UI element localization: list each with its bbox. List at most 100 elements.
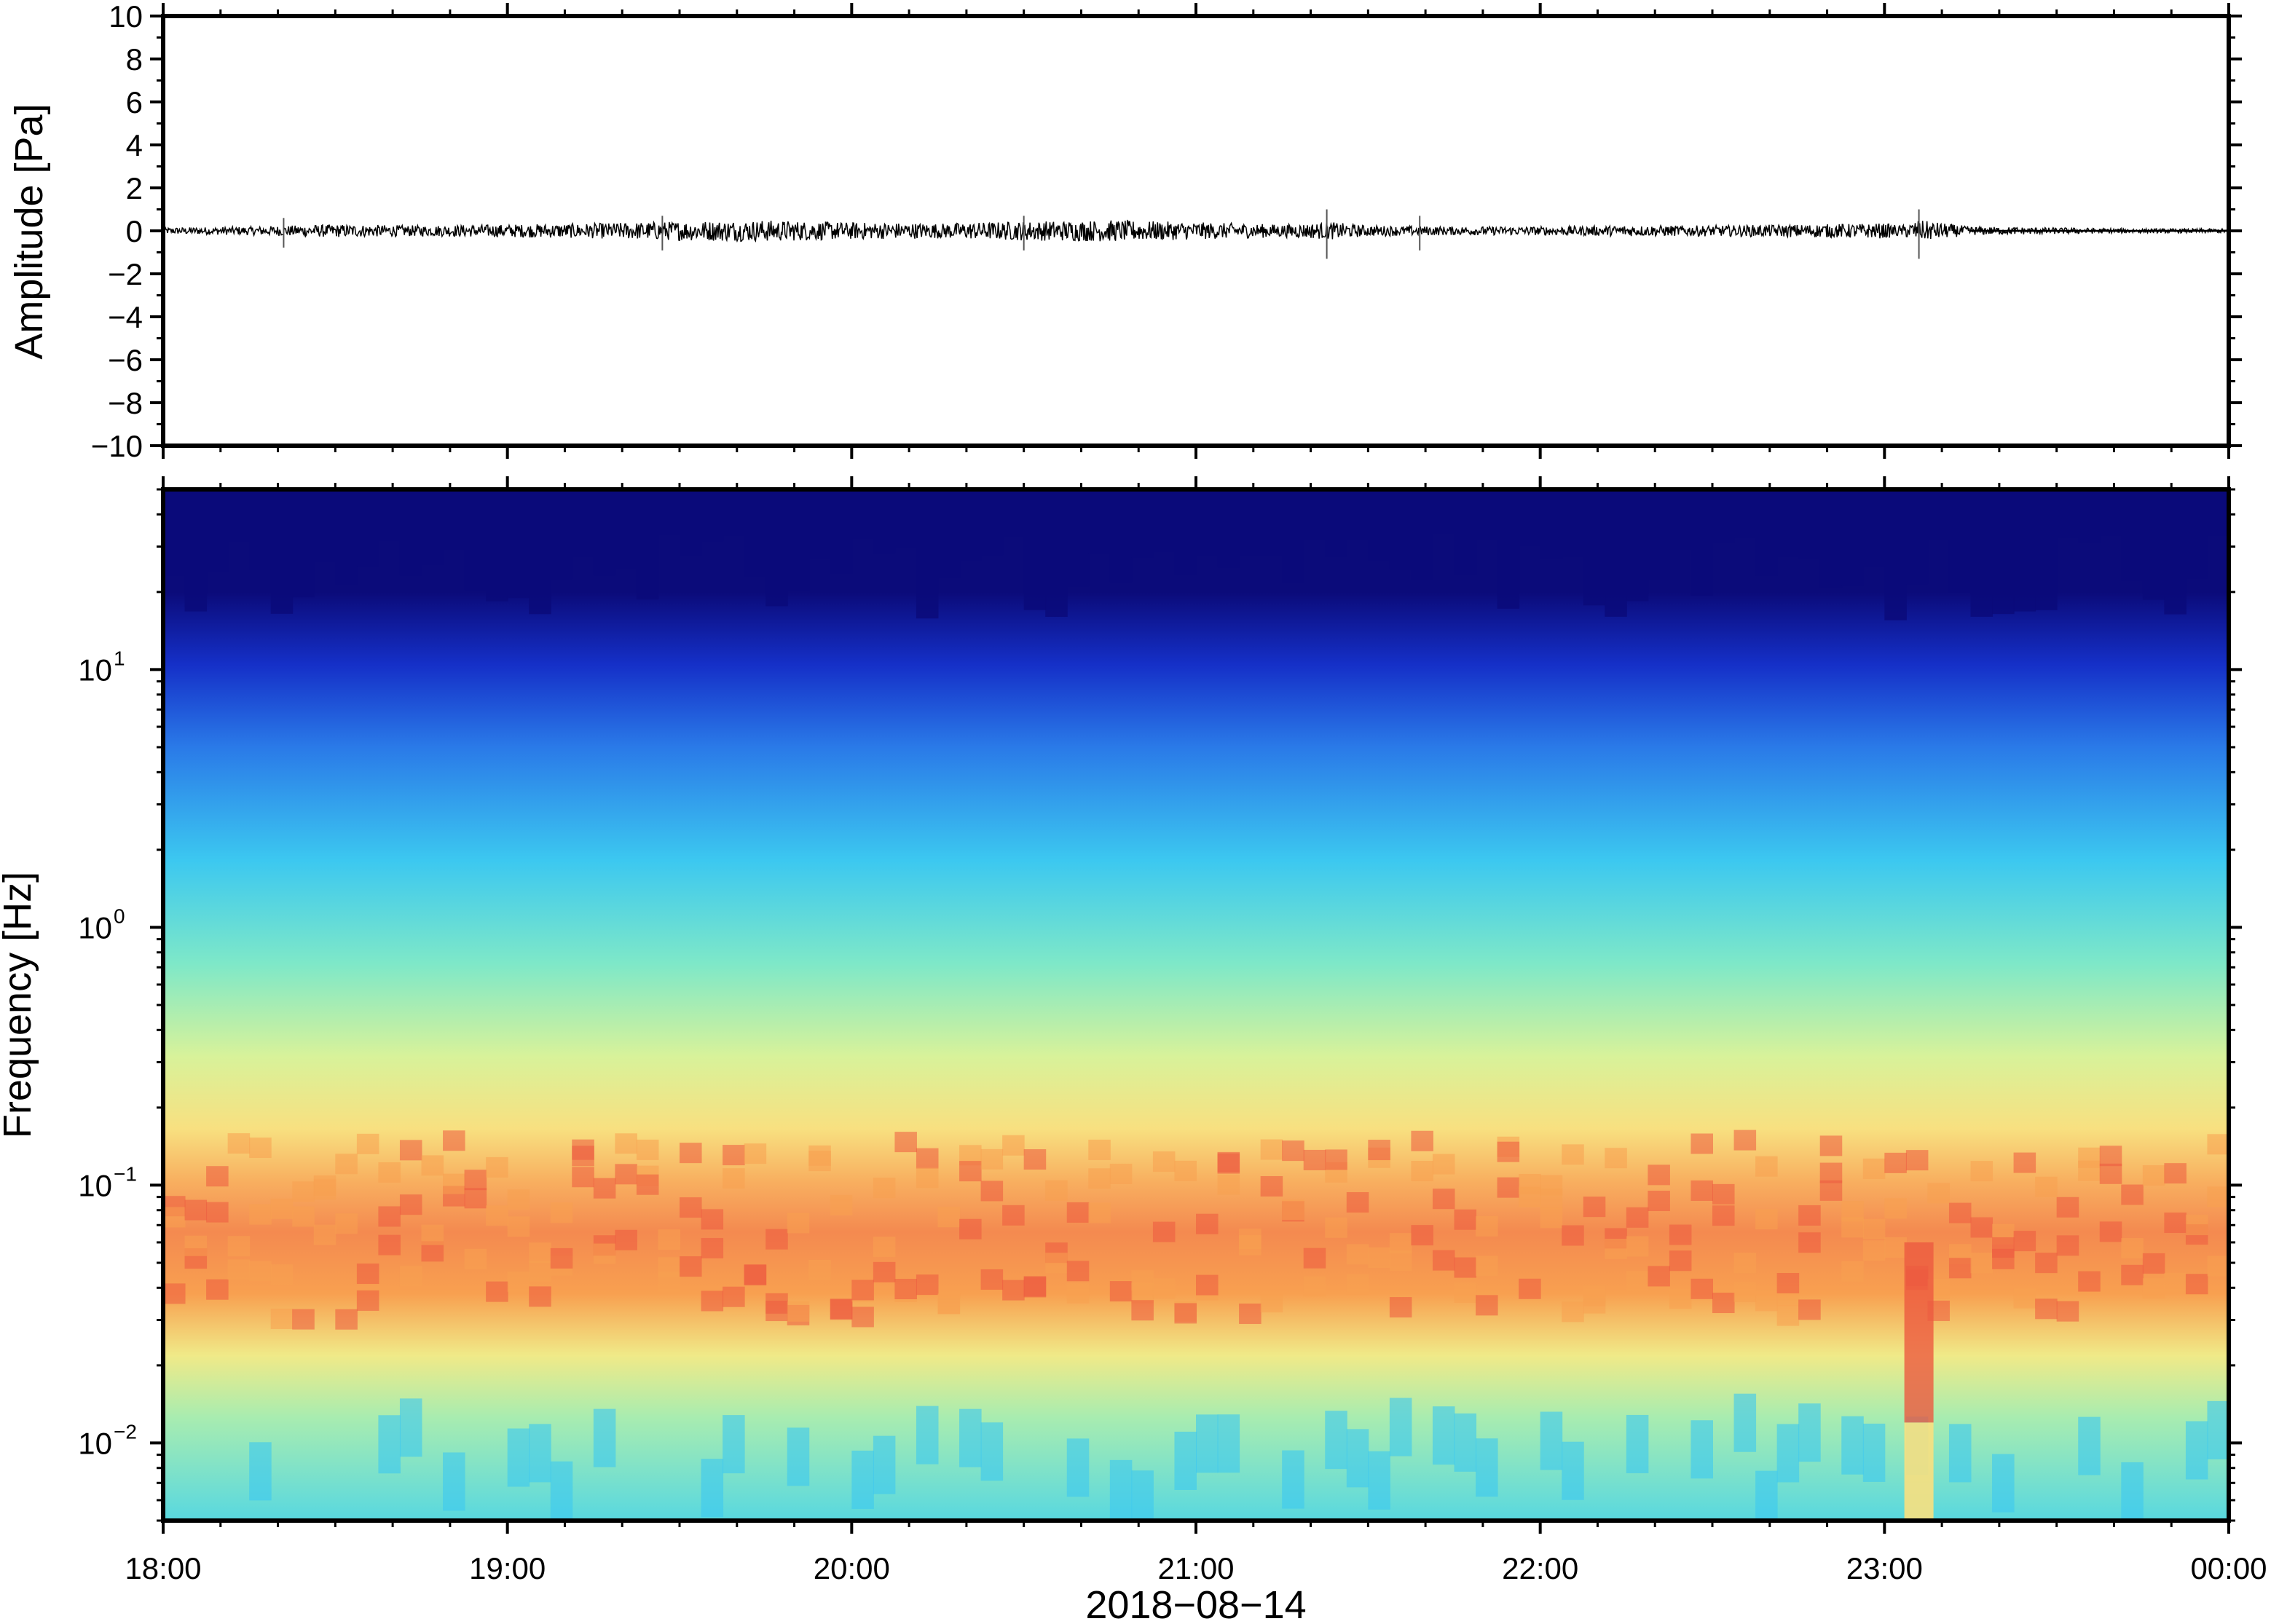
spectrogram-cell <box>399 1140 422 1161</box>
spectrogram-cell <box>378 489 401 541</box>
spectrogram-cell <box>1927 489 1950 540</box>
spectrogram-cell <box>507 489 530 599</box>
spectrogram-cell <box>1260 1292 1283 1313</box>
spectrogram-cell <box>1605 1148 1627 1169</box>
spectrogram-cell <box>1432 1250 1455 1271</box>
time-tick-label: 23:00 <box>1846 1551 1923 1585</box>
spectrogram-cell <box>1992 1454 2015 1513</box>
spectrogram-cell <box>1411 1130 1433 1151</box>
spectrogram-cell <box>830 1194 853 1215</box>
spectrogram-cell <box>2078 1271 2101 1292</box>
spectrogram-cell <box>1109 1281 1133 1302</box>
spectrogram-cell <box>270 1264 294 1285</box>
spectrogram-cell <box>2078 489 2101 543</box>
spectrogram-cell <box>2164 1213 2187 1234</box>
spectrogram-cell <box>2207 1256 2229 1277</box>
spectrogram-cell <box>1152 1278 1176 1299</box>
spectrogram-cell <box>206 1202 229 1223</box>
spectrogram-cell <box>1733 1253 1757 1274</box>
spectrogram-cell <box>184 1235 208 1256</box>
spectrogram-cell <box>2142 1253 2165 1274</box>
spectrogram-cell <box>1389 1250 1412 1272</box>
spectrogram-cell <box>1669 1224 1692 1245</box>
spectrogram-cell <box>378 1415 401 1474</box>
spectrogram-cell <box>206 1279 229 1300</box>
spectrogram-cell <box>1712 489 1735 543</box>
spectrogram-cell <box>1346 1429 1369 1488</box>
spectrogram-cell <box>1389 1297 1412 1318</box>
spectrogram-cell <box>765 1229 788 1250</box>
spectrogram-cell <box>615 489 637 569</box>
spectrogram-cell <box>163 489 186 576</box>
spectrogram-cell <box>2207 1400 2229 1459</box>
spectrogram-cell <box>1411 1225 1433 1246</box>
spectrogram-cell <box>1174 1160 1197 1181</box>
spectrogram-cell <box>1755 489 1778 576</box>
spectrogram-cell <box>1626 489 1649 602</box>
spectrogram-cell <box>658 1229 680 1250</box>
spectrogram-cell <box>1088 1202 1111 1223</box>
spectrogram-highlight <box>1904 1422 1934 1521</box>
spectrogram-cell <box>808 1259 831 1280</box>
spectrogram-cell <box>916 1167 939 1189</box>
spectrogram-cell <box>249 1138 272 1159</box>
spectrogram-cell <box>529 489 551 615</box>
spectrogram-cell <box>2056 1301 2079 1322</box>
spectrogram-cell <box>851 489 874 539</box>
spectrogram-cell <box>378 1234 401 1256</box>
spectrogram-cell <box>1562 1144 1584 1165</box>
spectrogram-cell <box>701 489 724 542</box>
spectrogram-cell <box>1905 489 1929 585</box>
spectrogram-cell <box>2035 1176 2058 1197</box>
time-tick-label: 19:00 <box>469 1551 546 1585</box>
spectrogram-cell <box>1626 1270 1649 1291</box>
spectrogram-cell <box>1239 1229 1262 1250</box>
spectrogram-cell <box>1862 1240 1886 1261</box>
spectrogram-cell <box>1346 1244 1369 1265</box>
spectrogram-cell <box>2035 489 2058 610</box>
spectrogram-cell <box>1239 1303 1262 1324</box>
spectrogram-cell <box>1454 1282 1477 1303</box>
spectrogram-cell <box>1432 1189 1455 1210</box>
spectrogram-cell <box>335 489 358 585</box>
spectrogram-cell <box>1389 1398 1412 1457</box>
spectrogram-cell <box>615 1229 637 1250</box>
spectrogram-cell <box>2121 1462 2144 1521</box>
frequency-tick-label: 10 <box>78 1168 112 1202</box>
frequency-tick-exponent: 1 <box>114 647 125 669</box>
spectrogram-cell <box>399 1266 422 1287</box>
spectrogram-cell <box>1282 1199 1304 1221</box>
spectrogram-cell <box>1303 1247 1326 1269</box>
spectrogram-cell <box>1325 1411 1347 1470</box>
spectrogram-cell <box>680 1143 702 1164</box>
spectrogram-cell <box>787 1301 810 1322</box>
spectrogram-cell <box>1368 1140 1390 1161</box>
spectrogram-cell <box>2078 1147 2101 1168</box>
spectrogram-cell <box>1454 489 1477 575</box>
spectrogram-cell <box>916 1274 939 1296</box>
spectrogram-cell <box>701 1290 724 1312</box>
spectrogram-cell <box>292 1181 315 1202</box>
spectrogram-cell <box>572 1167 594 1188</box>
spectrogram-cell <box>1131 1470 1154 1521</box>
spectrogram-cell <box>1196 1274 1219 1296</box>
spectrogram-cell <box>1841 1217 1864 1238</box>
spectrogram-cell <box>572 1139 594 1160</box>
spectrogram-cell <box>1476 1438 1498 1497</box>
spectrogram-cell <box>249 1261 272 1282</box>
spectrogram-cell <box>507 1216 530 1237</box>
spectrogram-cell <box>227 489 251 542</box>
spectrogram-cell <box>184 1199 208 1221</box>
spectrogram-cell <box>680 1256 702 1277</box>
spectrogram-cell <box>1045 489 1068 617</box>
spectrogram-cell <box>1152 1151 1176 1172</box>
spectrogram-cell <box>507 1189 530 1210</box>
spectrogram-cell <box>658 1271 680 1292</box>
spectrogram-cell <box>443 489 465 550</box>
spectrogram-cell <box>313 489 336 562</box>
spectrogram-cell <box>1992 489 2015 615</box>
spectrogram-cell <box>2164 1163 2187 1184</box>
spectrogram-cell <box>2142 1165 2165 1186</box>
